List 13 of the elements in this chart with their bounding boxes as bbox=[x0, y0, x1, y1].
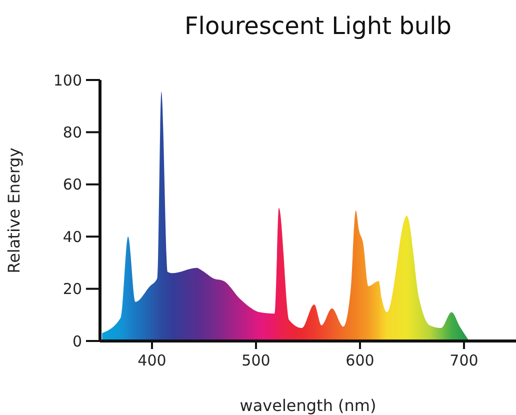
y-axis-title: Relative Energy bbox=[4, 148, 24, 274]
x-tick-label: 700 bbox=[450, 352, 478, 370]
y-tick-label: 80 bbox=[62, 124, 82, 142]
x-axis-title: wavelength (nm) bbox=[240, 396, 376, 415]
x-tick-label: 600 bbox=[346, 352, 374, 370]
x-tick-label: 400 bbox=[138, 352, 166, 370]
y-tick-label: 100 bbox=[53, 71, 82, 90]
y-tick-label: 40 bbox=[62, 228, 82, 246]
y-tick-label: 0 bbox=[72, 332, 82, 350]
y-tick-label: 20 bbox=[62, 280, 82, 298]
chart-title: Flourescent Light bulb bbox=[183, 12, 453, 40]
x-tick-label: 500 bbox=[242, 352, 270, 370]
y-tick-label: 60 bbox=[62, 176, 82, 194]
